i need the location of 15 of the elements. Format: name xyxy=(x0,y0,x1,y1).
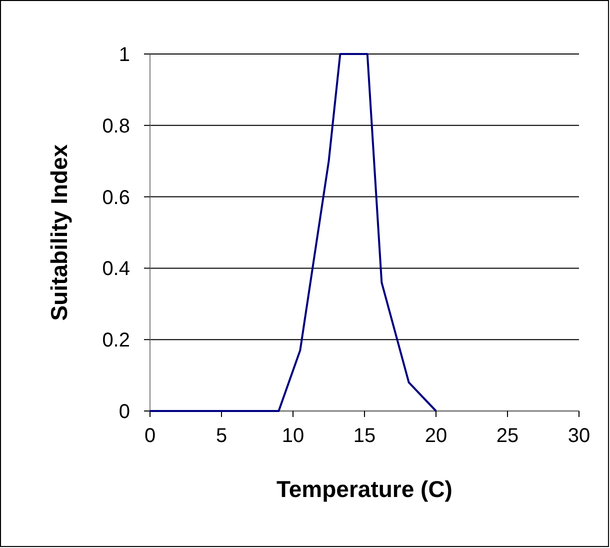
y-tick-label: 0.8 xyxy=(102,115,130,138)
y-tick-label: 0.6 xyxy=(102,186,130,209)
y-tick-label: 0.2 xyxy=(102,330,130,352)
y-axis-title: Suitability Index xyxy=(46,144,72,321)
x-tick-label: 15 xyxy=(353,425,376,447)
y-tick-label: 0 xyxy=(118,401,130,423)
x-tick-label: 10 xyxy=(282,425,304,447)
x-tick-label: 5 xyxy=(216,425,228,447)
x-tick-label: 20 xyxy=(424,425,448,447)
y-tick-label: 0.4 xyxy=(102,258,130,280)
y-tick-label: 1 xyxy=(118,44,130,66)
x-axis-title: Temperature (C) xyxy=(276,476,452,502)
x-tick-label: 30 xyxy=(568,425,590,447)
x-tick-label: 0 xyxy=(144,425,156,447)
x-tick-label: 25 xyxy=(496,425,519,447)
